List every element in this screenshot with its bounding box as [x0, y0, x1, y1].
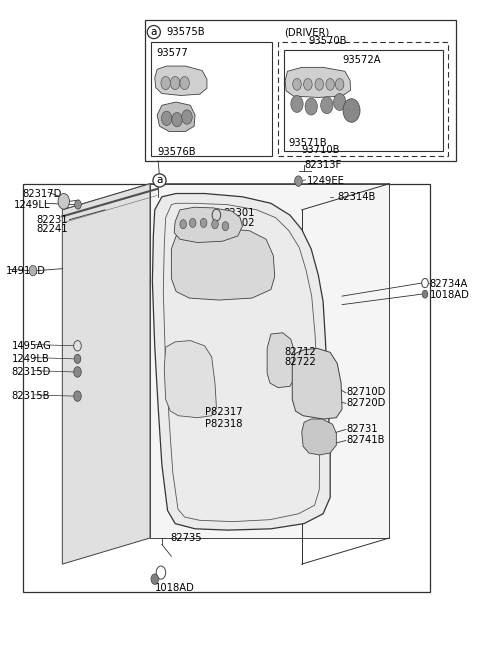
Circle shape — [151, 574, 158, 584]
Circle shape — [343, 99, 360, 122]
Circle shape — [295, 176, 302, 186]
Text: 82734A: 82734A — [430, 279, 468, 289]
Text: 1249EE: 1249EE — [306, 176, 344, 186]
Text: (DRIVER): (DRIVER) — [284, 27, 329, 37]
Text: a: a — [156, 176, 163, 185]
Polygon shape — [157, 102, 195, 132]
Circle shape — [304, 79, 312, 90]
Circle shape — [321, 97, 333, 114]
Polygon shape — [285, 67, 350, 98]
Polygon shape — [171, 228, 275, 300]
Text: 1018AD: 1018AD — [155, 583, 195, 593]
Circle shape — [74, 391, 81, 402]
Circle shape — [190, 218, 196, 227]
Circle shape — [58, 193, 70, 209]
Circle shape — [200, 218, 207, 227]
Text: 82720D: 82720D — [347, 398, 386, 407]
Text: 82735: 82735 — [170, 533, 202, 543]
Polygon shape — [302, 419, 336, 455]
Text: 82301: 82301 — [224, 208, 255, 218]
Circle shape — [172, 113, 182, 127]
Text: 93576B: 93576B — [158, 147, 196, 157]
Circle shape — [334, 94, 346, 111]
Polygon shape — [267, 333, 296, 388]
Bar — [145, 20, 456, 161]
Circle shape — [29, 265, 37, 276]
Circle shape — [74, 367, 81, 377]
Polygon shape — [155, 66, 207, 96]
Bar — [152, 42, 272, 157]
Text: 82317D: 82317D — [22, 189, 61, 198]
Text: 93710B: 93710B — [301, 145, 340, 155]
Circle shape — [74, 354, 81, 364]
Text: 93570B: 93570B — [309, 36, 347, 47]
Circle shape — [422, 290, 428, 298]
Circle shape — [222, 221, 229, 231]
Text: 82314B: 82314B — [337, 192, 376, 202]
Circle shape — [293, 79, 301, 90]
Circle shape — [336, 79, 344, 90]
Text: 1249LB: 1249LB — [12, 354, 49, 364]
Circle shape — [161, 111, 172, 126]
Polygon shape — [292, 348, 342, 419]
Text: 82712: 82712 — [284, 347, 316, 358]
Text: 93572A: 93572A — [342, 54, 381, 65]
Text: 82741B: 82741B — [347, 435, 385, 445]
Circle shape — [326, 79, 335, 90]
Text: 82313F: 82313F — [304, 160, 341, 170]
Text: 93571B: 93571B — [288, 138, 327, 148]
Bar — [278, 42, 448, 157]
Text: P82317: P82317 — [204, 407, 242, 417]
Polygon shape — [150, 183, 389, 538]
Text: 82315D: 82315D — [12, 367, 51, 377]
Text: 1495AG: 1495AG — [12, 341, 51, 351]
Polygon shape — [174, 207, 242, 242]
Circle shape — [180, 219, 187, 229]
Circle shape — [315, 79, 324, 90]
Text: 1491AD: 1491AD — [5, 266, 46, 276]
Text: 82231: 82231 — [36, 215, 68, 225]
Text: 93577: 93577 — [156, 48, 188, 58]
Text: a: a — [151, 27, 157, 37]
Polygon shape — [62, 183, 389, 210]
Circle shape — [180, 77, 190, 90]
Circle shape — [182, 110, 192, 124]
Bar — [24, 183, 430, 592]
Text: P82318: P82318 — [204, 419, 242, 428]
Text: 82731: 82731 — [347, 424, 378, 434]
Text: 82241: 82241 — [36, 225, 68, 234]
Circle shape — [212, 219, 218, 229]
Polygon shape — [152, 193, 330, 530]
Circle shape — [75, 200, 81, 209]
Text: 82710D: 82710D — [347, 386, 386, 396]
Text: 82302: 82302 — [224, 218, 255, 228]
Text: 93575B: 93575B — [166, 27, 205, 37]
Circle shape — [170, 77, 180, 90]
Circle shape — [305, 98, 317, 115]
Polygon shape — [62, 183, 150, 564]
Text: 82315B: 82315B — [12, 391, 50, 401]
Circle shape — [161, 77, 170, 90]
Text: 1018AD: 1018AD — [430, 290, 469, 301]
Text: 1249LL: 1249LL — [14, 200, 50, 210]
Text: 82722: 82722 — [284, 357, 316, 367]
Polygon shape — [164, 341, 216, 418]
Circle shape — [291, 96, 303, 113]
Bar — [284, 50, 443, 151]
